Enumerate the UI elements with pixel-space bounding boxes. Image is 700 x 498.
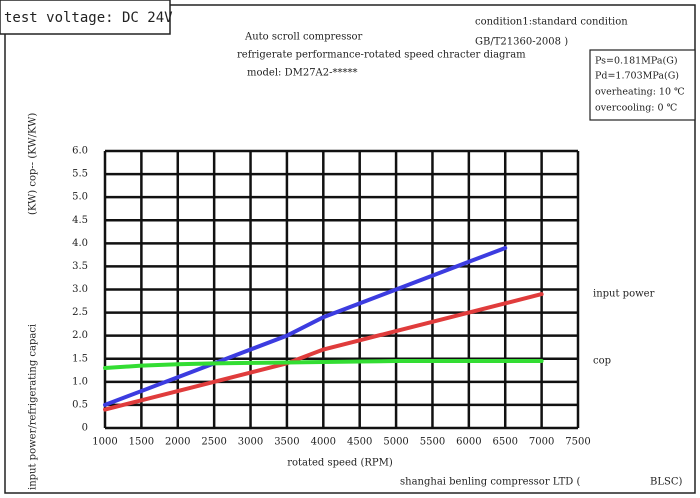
x-tick-label: 1000 bbox=[92, 437, 117, 448]
series-label: input power bbox=[593, 289, 655, 300]
title-line: Auto scroll compressor bbox=[244, 32, 362, 43]
y-tick-label: 6.0 bbox=[72, 146, 88, 157]
x-axis-label: rotated speed (RPM) bbox=[287, 458, 393, 469]
y-axis-label: input power/refrigerating capaci bbox=[28, 324, 39, 490]
parameter: Pd=1.703MPa(G) bbox=[595, 71, 679, 82]
series-line bbox=[103, 292, 544, 412]
x-tick-label: 4500 bbox=[347, 437, 372, 448]
y-tick-label: 4.0 bbox=[72, 238, 88, 249]
y-tick-label: 1.0 bbox=[72, 376, 88, 387]
series-line bbox=[103, 359, 544, 370]
y-axis-label: (KW) cop-- (KW/KW) bbox=[28, 113, 39, 215]
y-tick-label: 3.5 bbox=[72, 261, 88, 272]
parameter: overheating: 10 ℃ bbox=[595, 87, 685, 98]
x-tick-label: 7500 bbox=[565, 437, 590, 448]
x-tick-label: 7000 bbox=[529, 437, 554, 448]
footer: BLSC) bbox=[650, 477, 682, 488]
x-tick-label: 6500 bbox=[493, 437, 518, 448]
parameter: overcooling: 0 ℃ bbox=[595, 103, 678, 114]
y-tick-label: 5.0 bbox=[72, 192, 88, 203]
title-line: refrigerate performance-rotated speed ch… bbox=[237, 50, 526, 61]
y-tick-label: 0.5 bbox=[72, 399, 88, 410]
test-voltage: test voltage: DC 24V bbox=[4, 10, 173, 26]
x-tick-label: 6000 bbox=[456, 437, 481, 448]
condition: GB/T21360-2008 ) bbox=[475, 37, 568, 48]
x-tick-label: 4000 bbox=[311, 437, 336, 448]
voltage-box bbox=[0, 0, 171, 35]
x-tick-label: 3500 bbox=[274, 437, 299, 448]
y-tick-label: 2.0 bbox=[72, 330, 88, 341]
y-tick-label: 3.0 bbox=[72, 284, 88, 295]
series-line bbox=[103, 245, 508, 407]
x-tick-label: 5500 bbox=[420, 437, 445, 448]
title-line: model: DM27A2-***** bbox=[247, 68, 358, 79]
y-tick-label: 1.5 bbox=[72, 353, 88, 364]
footer: shanghai benling compressor LTD ( bbox=[400, 477, 580, 488]
x-tick-label: 5000 bbox=[383, 437, 408, 448]
y-tick-label: 2.5 bbox=[72, 307, 88, 318]
condition: condition1:standard condition bbox=[475, 17, 628, 28]
x-tick-label: 2500 bbox=[201, 437, 226, 448]
series-label: cop bbox=[593, 356, 611, 367]
frame bbox=[4, 4, 696, 494]
y-tick-label: 4.5 bbox=[72, 215, 88, 226]
x-tick-label: 1500 bbox=[129, 437, 154, 448]
y-tick-label: 5.5 bbox=[72, 169, 88, 180]
y-tick-label: 0 bbox=[82, 423, 88, 434]
parameter-box bbox=[589, 49, 696, 121]
x-tick-label: 3000 bbox=[238, 437, 263, 448]
parameter: Ps=0.181MPa(G) bbox=[595, 56, 678, 67]
x-tick-label: 2000 bbox=[165, 437, 190, 448]
